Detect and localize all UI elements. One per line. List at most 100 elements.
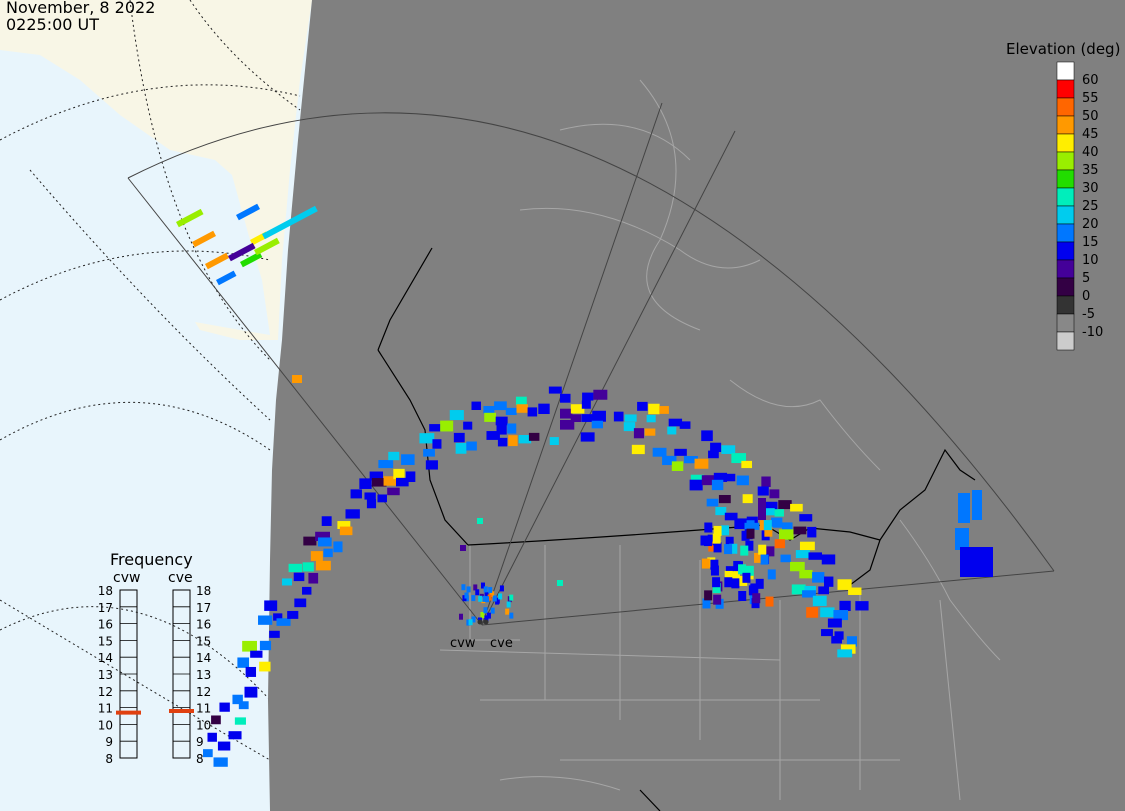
backscatter-cell <box>821 554 836 565</box>
backscatter-cell <box>623 422 636 432</box>
backscatter-cell <box>778 529 794 540</box>
frequency-tick-left: 9 <box>105 735 113 749</box>
backscatter-cell <box>731 578 740 589</box>
backscatter-cell <box>742 572 751 583</box>
legend-label: 45 <box>1082 127 1099 142</box>
backscatter-cell <box>405 471 416 483</box>
backscatter-cell <box>321 516 332 526</box>
backscatter-cell <box>745 540 754 551</box>
backscatter-cell <box>837 649 853 658</box>
frequency-tick-left: 15 <box>98 634 113 648</box>
backscatter-cell <box>518 435 532 444</box>
backscatter-cell <box>757 486 769 496</box>
frequency-tick-right: 17 <box>196 601 211 615</box>
backscatter-cell <box>488 586 493 593</box>
backscatter-cell <box>485 596 490 603</box>
backscatter-cell <box>515 396 527 406</box>
backscatter-cell <box>631 444 645 455</box>
backscatter-cell <box>769 489 780 499</box>
backscatter-cell <box>824 576 834 587</box>
backscatter-streak <box>191 230 217 248</box>
legend-label: 10 <box>1082 253 1099 268</box>
backscatter-cell <box>724 512 738 521</box>
backscatter-cell <box>560 393 571 403</box>
backscatter-cell <box>345 509 360 519</box>
backscatter-cell <box>837 579 852 590</box>
backscatter-cell <box>259 640 272 651</box>
backscatter-cell <box>582 392 594 401</box>
backscatter-cell <box>793 526 807 535</box>
legend-swatch <box>1056 115 1075 135</box>
backscatter-cell <box>378 459 394 469</box>
backscatter-cell <box>527 407 538 417</box>
backscatter-cell <box>507 423 517 434</box>
backscatter-cell <box>848 587 862 595</box>
backscatter-cell <box>613 411 624 422</box>
fov-outline <box>127 102 1055 626</box>
backscatter-cell <box>458 613 463 620</box>
backscatter-cell <box>383 476 399 486</box>
frequency-tick-right: 13 <box>196 668 211 682</box>
backscatter-cell <box>760 554 769 565</box>
backscatter-cell <box>690 474 705 483</box>
backscatter-cell <box>560 408 573 419</box>
backscatter-cell <box>960 547 993 577</box>
backscatter-cell <box>486 431 500 440</box>
backscatter-cell <box>802 590 816 598</box>
radar-label-cve: cve <box>490 636 513 651</box>
backscatter-cell <box>495 416 508 426</box>
backscatter-cell <box>506 601 511 608</box>
backscatter-cell <box>745 565 754 576</box>
backscatter-cell <box>713 525 722 536</box>
backscatter-cell <box>250 650 263 658</box>
backscatter-cell <box>724 577 733 588</box>
backscatter-cell <box>820 607 835 618</box>
backscatter-cell <box>302 562 314 572</box>
backscatter-cell <box>369 471 384 481</box>
backscatter-cell <box>648 403 660 415</box>
backscatter-cell <box>495 597 500 604</box>
legend-swatch <box>1056 295 1075 315</box>
backscatter-cell <box>741 460 753 469</box>
backscatter-cell <box>855 601 869 611</box>
frequency-scale: 18 18 17 17 16 16 15 15 14 14 13 13 12 12 11 11 10 10 9 9 8 8 <box>98 584 212 766</box>
backscatter-cell <box>713 594 722 605</box>
backscatter-streak <box>175 208 204 228</box>
backscatter-cell <box>264 600 278 611</box>
backscatter-streak <box>262 205 318 240</box>
backscatter-cell <box>689 479 703 491</box>
backscatter-cell <box>478 595 483 602</box>
legend-label: 40 <box>1082 145 1099 160</box>
land-area <box>268 0 1125 811</box>
backscatter-cell <box>292 375 302 383</box>
backscatter-cell <box>440 420 454 432</box>
backscatter-cell <box>812 572 825 583</box>
backscatter-cell <box>483 405 495 414</box>
backscatter-streak <box>254 237 280 256</box>
backscatter-cell <box>804 585 816 593</box>
backscatter-cell <box>244 686 258 698</box>
backscatter-cell <box>395 477 409 487</box>
backscatter-cell <box>234 717 246 725</box>
backscatter-cell <box>701 430 713 442</box>
backscatter-cell <box>840 644 856 654</box>
backscatter-streak <box>240 251 263 268</box>
backscatter-cell <box>364 492 376 500</box>
backscatter-cell <box>738 591 747 602</box>
backscatter-cell <box>755 578 764 589</box>
frequency-tick-left: 12 <box>98 685 113 699</box>
legend-swatch <box>1056 187 1075 207</box>
legend-label: 25 <box>1082 199 1099 214</box>
backscatter-cell <box>281 578 292 586</box>
backscatter-cell <box>724 544 733 555</box>
backscatter-cell <box>807 526 817 538</box>
backscatter-cell <box>652 447 667 457</box>
backscatter-cell <box>701 475 716 486</box>
date-label: November, 8 2022 <box>6 0 156 17</box>
backscatter-cell <box>557 580 563 586</box>
backscatter-cell <box>831 636 842 644</box>
backscatter-cell <box>288 563 303 573</box>
legend-swatch <box>1056 223 1075 243</box>
backscatter-cell <box>471 595 476 602</box>
backscatter-cell <box>704 590 713 601</box>
